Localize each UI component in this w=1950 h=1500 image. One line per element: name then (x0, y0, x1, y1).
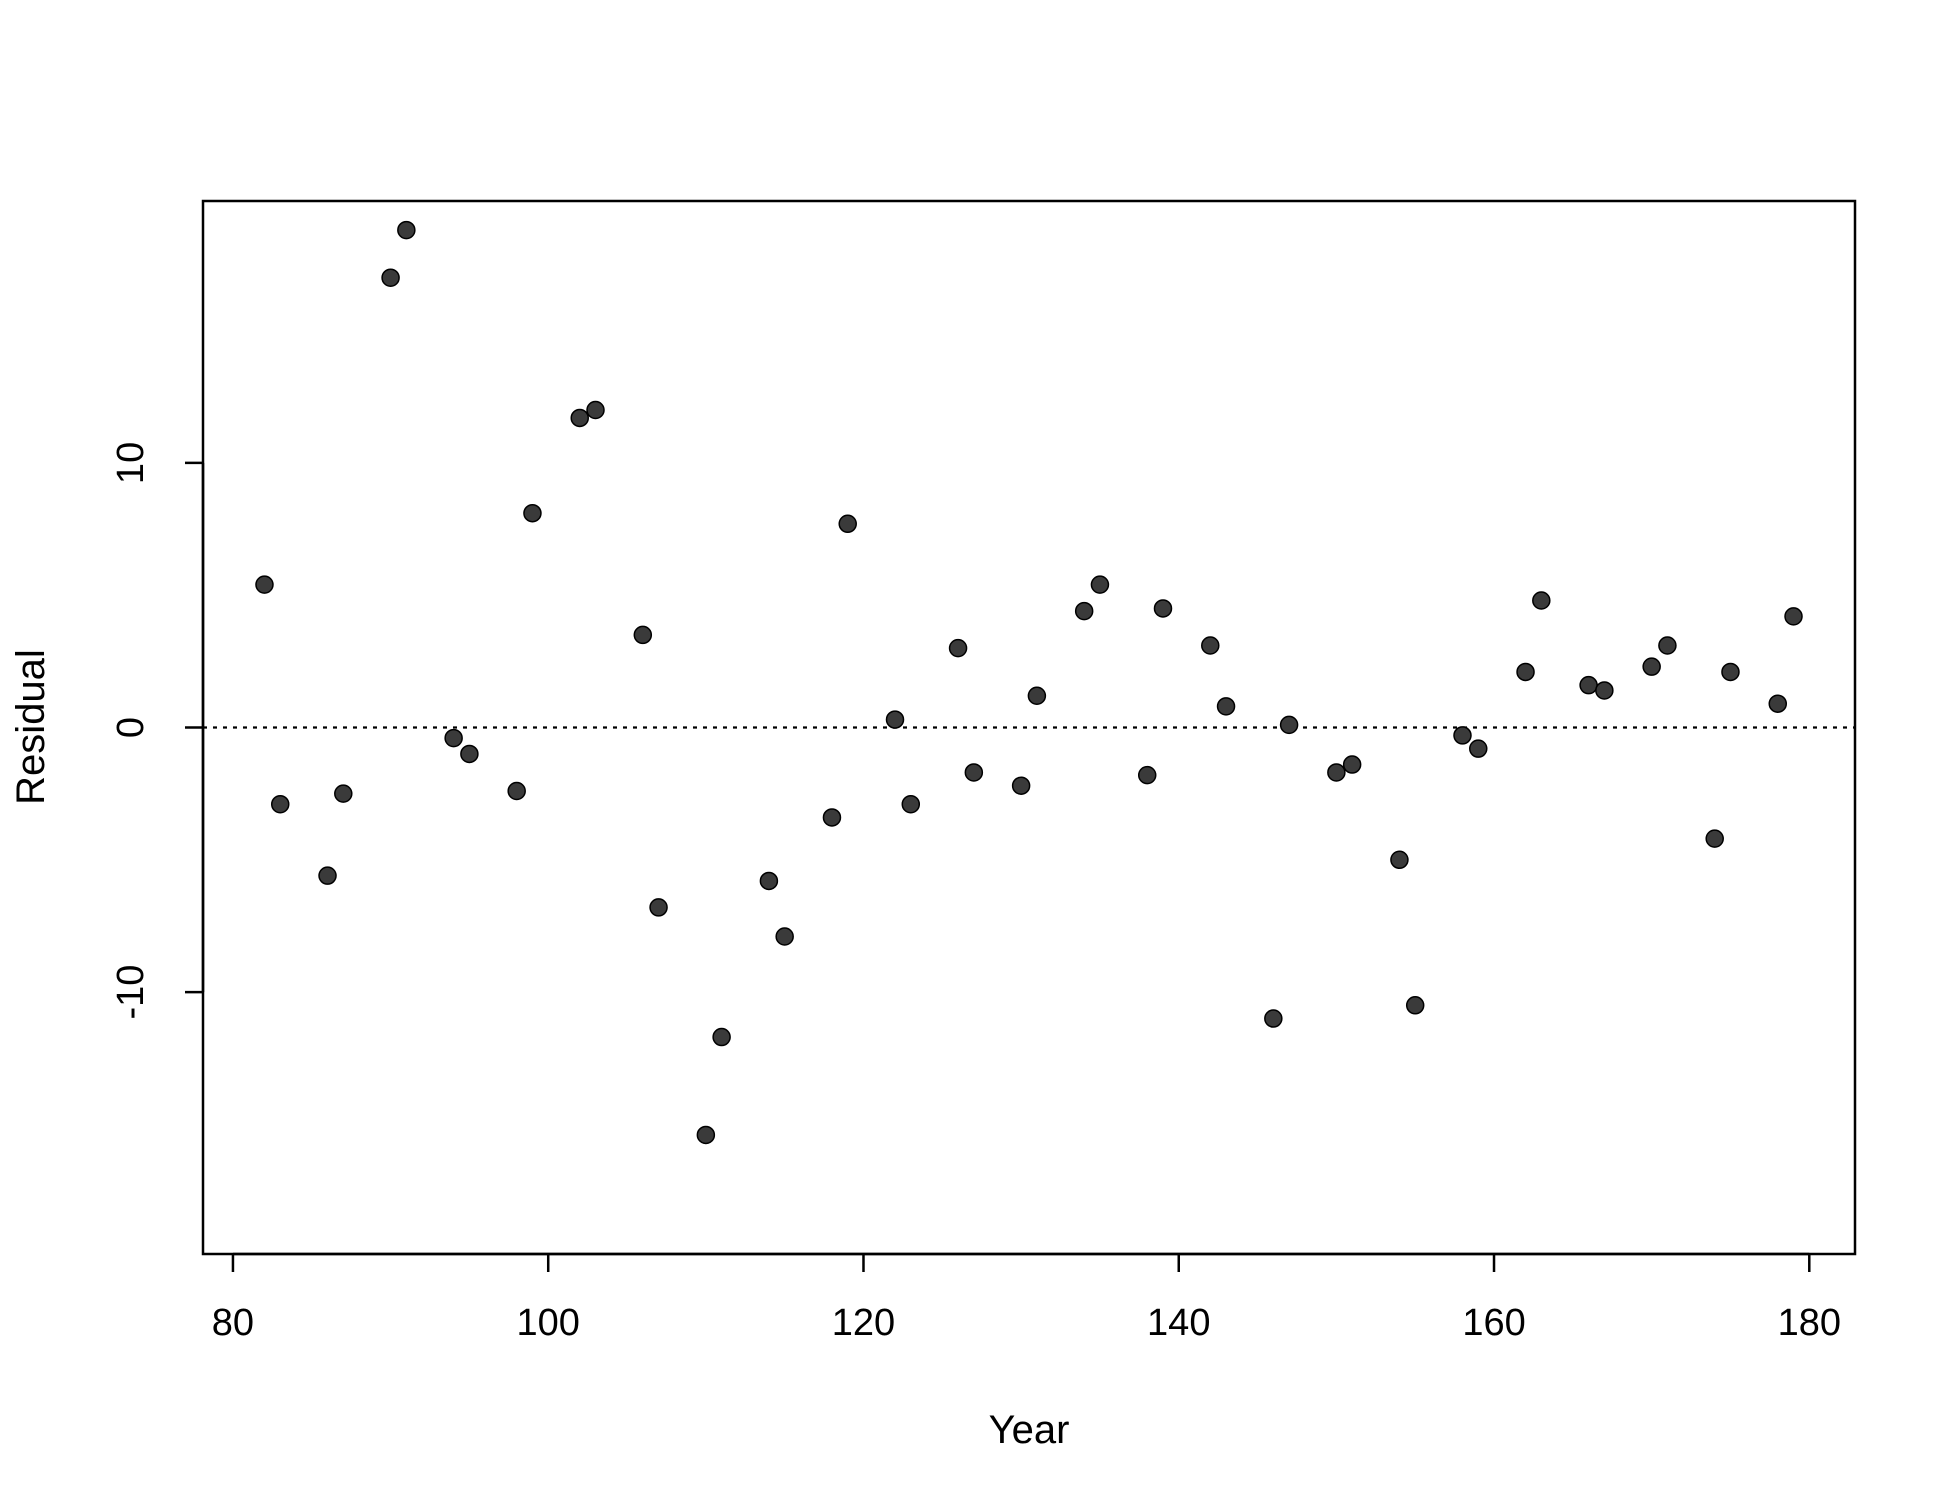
data-point (964, 763, 984, 782)
data-point (1705, 829, 1724, 848)
data-point (649, 898, 668, 917)
data-point (1721, 662, 1740, 682)
data-point (1216, 697, 1236, 716)
data-point (507, 781, 526, 801)
data-point (444, 728, 463, 748)
data-point (1469, 739, 1488, 758)
data-point (1642, 657, 1661, 676)
data-point (901, 794, 921, 814)
data-point (1453, 726, 1472, 745)
data-point (1784, 607, 1803, 626)
data-point (270, 794, 290, 814)
x-tick-label: 120 (832, 1302, 895, 1344)
x-tick-label: 180 (1778, 1302, 1841, 1344)
y-axis: -10 0 10 (110, 442, 205, 1020)
y-tick-label: 0 (110, 717, 152, 738)
data-point (1074, 601, 1094, 621)
x-tick-label: 140 (1147, 1302, 1210, 1344)
data-point (696, 1125, 716, 1145)
data-point (1768, 694, 1788, 713)
data-point (885, 710, 905, 729)
data-point (1532, 591, 1551, 610)
data-point (460, 744, 479, 764)
data-point (1137, 765, 1157, 785)
data-point (1264, 1009, 1283, 1028)
data-point (712, 1027, 731, 1047)
data-point (1405, 996, 1425, 1015)
data-point (1027, 686, 1047, 706)
data-point (1327, 763, 1346, 782)
data-point (570, 408, 589, 428)
y-tick-label: 10 (110, 442, 152, 484)
data-point (381, 268, 400, 287)
data-point (334, 784, 353, 803)
plot-frame (201, 199, 1857, 1256)
data-point (1658, 636, 1677, 655)
data-point (255, 575, 274, 594)
data-point (1516, 662, 1535, 682)
x-tick-label: 100 (517, 1302, 580, 1344)
data-point (633, 625, 653, 645)
data-point (1390, 850, 1409, 870)
data-point (1153, 599, 1173, 618)
data-point (1011, 776, 1031, 795)
data-point (397, 220, 416, 240)
y-axis-label: Residual (9, 649, 53, 805)
x-tick-label: 80 (212, 1302, 254, 1344)
data-point (1579, 675, 1598, 695)
data-point (759, 871, 779, 891)
data-point (1201, 636, 1220, 655)
data-point (1342, 755, 1362, 774)
data-point (838, 514, 857, 534)
data-points (255, 220, 1803, 1145)
x-tick-label: 160 (1462, 1302, 1525, 1344)
data-point (822, 808, 842, 827)
data-point (1595, 681, 1614, 700)
data-point (586, 400, 605, 420)
data-point (1279, 715, 1299, 735)
data-point (948, 638, 968, 658)
x-axis: 80 100 120 140 160 180 (212, 1252, 1841, 1344)
data-point (775, 927, 794, 946)
data-point (523, 503, 542, 523)
data-point (1090, 575, 1110, 594)
x-axis-label: Year (989, 1408, 1070, 1452)
y-tick-label: -10 (110, 965, 152, 1020)
data-point (318, 866, 337, 885)
